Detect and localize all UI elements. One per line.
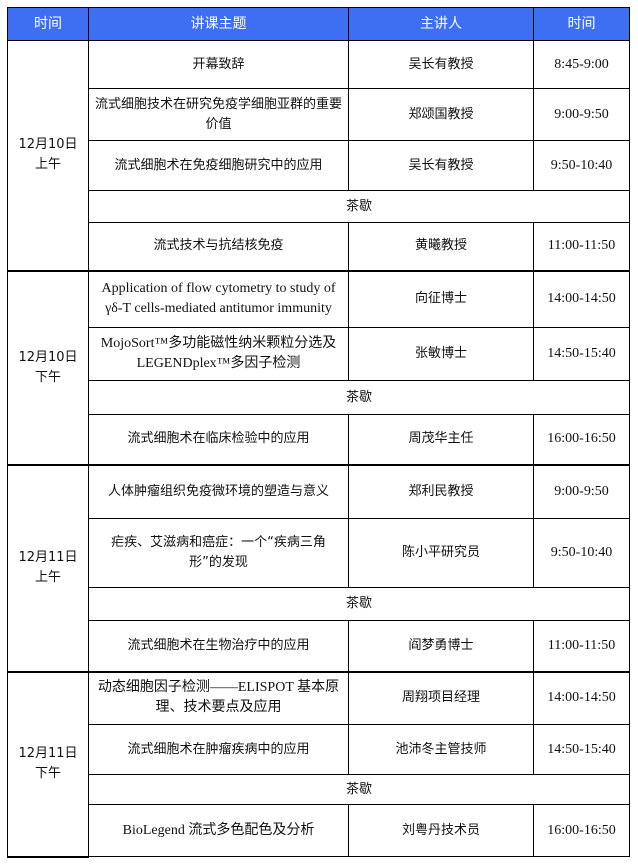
- break-row: 茶歇: [8, 774, 630, 805]
- tea-break: 茶歇: [88, 380, 630, 415]
- session-speaker: 吴长有教授: [348, 40, 534, 89]
- day-label: 12月11日: [18, 746, 78, 761]
- session-row: 12月11日 上午 人体肿瘤组织免疫微环境的塑造与意义 郑利民教授 9:00-9:50: [7, 464, 630, 673]
- break-row: 茶歇: [8, 380, 630, 415]
- header-topic: 讲课主题: [88, 7, 349, 41]
- session-speaker: 陈小平研究员: [348, 518, 534, 588]
- header-time: 时间: [7, 7, 89, 41]
- break-row: 茶歇: [8, 587, 630, 621]
- period-label: 下午: [34, 766, 61, 781]
- session-speaker: 向征博士: [348, 270, 534, 328]
- session-time: 16:00-16:50: [533, 804, 630, 857]
- session-speaker: 郑颂国教授: [348, 88, 534, 141]
- session-row: 流式技术与抗结核免疫 黄曦教授 11:00-11:50: [8, 222, 630, 272]
- session-topic: 流式细胞术在临床检验中的应用: [88, 414, 349, 466]
- day-label: 12月11日: [18, 550, 78, 565]
- session-row: 疟疾、艾滋病和癌症：一个“疾病三角形”的发现 陈小平研究员 9:50-10:40: [8, 518, 630, 588]
- session-speaker: 黄曦教授: [348, 222, 534, 272]
- session-row: 流式细胞技术在研究免疫学细胞亚群的重要价值 郑颂国教授 9:00-9:50: [8, 88, 630, 141]
- session-row: 流式细胞术在临床检验中的应用 周茂华主任 16:00-16:50: [8, 414, 630, 466]
- session-speaker: 吴长有教授: [348, 140, 534, 191]
- day-period-cell: 12月10日 下午: [7, 270, 89, 466]
- session-row: MojoSort™多功能磁性纳米颗粒分选及LEGENDplex™多因子检测 张敏博…: [8, 327, 630, 381]
- session-speaker: 周茂华主任: [348, 414, 534, 466]
- session-row: BioLegend 流式多色配色及分析 刘粤丹技术员 16:00-16:50: [8, 804, 630, 857]
- session-topic: 疟疾、艾滋病和癌症：一个“疾病三角形”的发现: [88, 518, 349, 588]
- tea-break: 茶歇: [88, 774, 630, 805]
- session-topic: 流式细胞技术在研究免疫学细胞亚群的重要价值: [88, 88, 349, 141]
- session-topic: BioLegend 流式多色配色及分析: [88, 804, 349, 857]
- session-time: 9:50-10:40: [533, 140, 630, 191]
- session-time: 9:00-9:50: [533, 88, 630, 141]
- session-time: 8:45-9:00: [533, 40, 630, 89]
- tea-break: 茶歇: [88, 190, 630, 223]
- day-period-cell: 12月11日 下午: [7, 671, 89, 858]
- session-row: 流式细胞术在免疫细胞研究中的应用 吴长有教授 9:50-10:40: [8, 140, 630, 191]
- tea-break: 茶歇: [88, 587, 630, 621]
- session-time: 16:00-16:50: [533, 414, 630, 466]
- session-topic: 开幕致辞: [88, 40, 349, 89]
- day-period-cell: 12月11日 上午: [7, 464, 89, 673]
- session-topic: 流式细胞术在免疫细胞研究中的应用: [88, 140, 349, 191]
- session-speaker: 周翔项目经理: [348, 671, 534, 725]
- session-speaker: 郑利民教授: [348, 464, 534, 519]
- session-topic: 人体肿瘤组织免疫微环境的塑造与意义: [88, 464, 349, 519]
- schedule-table: 时间 讲课主题 主讲人 时间 12月10日 上午 开幕致辞 吴长有教授 8:45-9:0…: [7, 7, 630, 858]
- session-row: 流式细胞术在生物治疗中的应用 阎梦勇博士 11:00-11:50: [8, 620, 630, 673]
- session-row: 12月10日 上午 开幕致辞 吴长有教授 8:45-9:00: [7, 40, 630, 272]
- break-row: 茶歇: [8, 190, 630, 223]
- session-speaker: 池沛冬主管技师: [348, 724, 534, 775]
- session-speaker: 张敏博士: [348, 327, 534, 381]
- session-topic: MojoSort™多功能磁性纳米颗粒分选及LEGENDplex™多因子检测: [88, 327, 349, 381]
- session-time: 11:00-11:50: [533, 222, 630, 272]
- session-topic: 动态细胞因子检测——ELISPOT 基本原理、技术要点及应用: [88, 671, 349, 725]
- period-label: 下午: [34, 369, 61, 385]
- session-time: 11:00-11:50: [533, 620, 630, 673]
- session-time: 14:00-14:50: [533, 270, 630, 328]
- session-row: 12月10日 下午 Application of flow cytometry to…: [7, 270, 630, 466]
- session-time: 14:00-14:50: [533, 671, 630, 725]
- day-label: 12月10日: [18, 137, 78, 153]
- session-topic: 流式细胞术在生物治疗中的应用: [88, 620, 349, 673]
- day-period-cell: 12月10日 上午: [7, 40, 89, 272]
- session-topic: 流式技术与抗结核免疫: [88, 222, 349, 272]
- session-topic: Application of flow cytometry to study o…: [88, 270, 349, 328]
- session-time: 9:50-10:40: [533, 518, 630, 588]
- session-row: 流式细胞术在肿瘤疾病中的应用 池沛冬主管技师 14:50-15:40: [8, 724, 630, 775]
- header-row: 时间 讲课主题 主讲人 时间: [7, 7, 630, 41]
- header-slot: 时间: [533, 7, 630, 41]
- day-label: 12月10日: [18, 349, 78, 365]
- period-label: 上午: [34, 157, 61, 173]
- session-time: 14:50-15:40: [533, 724, 630, 775]
- header-speaker: 主讲人: [348, 7, 534, 41]
- period-label: 上午: [34, 570, 61, 585]
- session-speaker: 刘粤丹技术员: [348, 804, 534, 857]
- session-topic: 流式细胞术在肿瘤疾病中的应用: [88, 724, 349, 775]
- session-speaker: 阎梦勇博士: [348, 620, 534, 673]
- session-time: 9:00-9:50: [533, 464, 630, 519]
- session-row: 12月11日 下午 动态细胞因子检测——ELISPOT 基本原理、技术要点及应用 周翔…: [7, 671, 630, 858]
- session-time: 14:50-15:40: [533, 327, 630, 381]
